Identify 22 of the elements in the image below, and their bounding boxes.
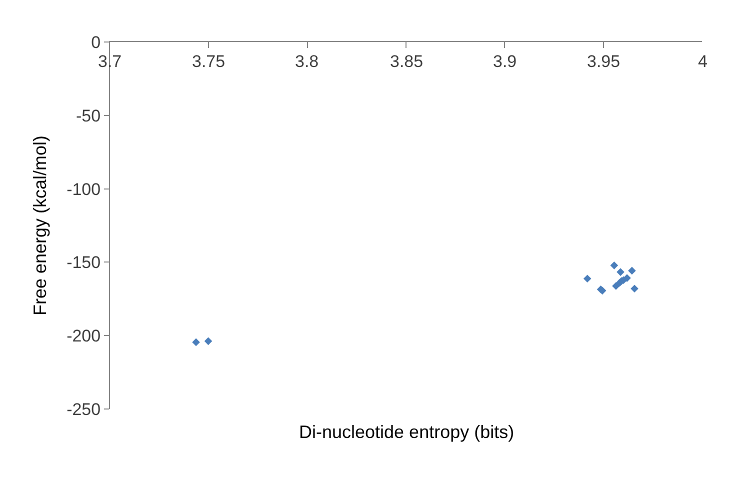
y-tick-label: -150	[66, 253, 101, 272]
x-tick-label: 3.75	[192, 52, 226, 71]
x-tick-label: 3.9	[493, 52, 517, 71]
x-tick-label: 3.85	[390, 52, 424, 71]
y-tick-label: -200	[66, 326, 101, 346]
y-tick-label: 0	[91, 32, 101, 52]
x-tick-label: 3.95	[587, 52, 620, 71]
point	[583, 274, 592, 283]
point	[204, 337, 212, 346]
x-tick-label: 4	[698, 52, 708, 71]
y-axis-title: Free energy (kcal/mol)	[30, 135, 50, 316]
x-tick-label: 3.8	[295, 52, 319, 71]
point	[616, 268, 624, 276]
point	[192, 338, 200, 346]
x-axis-title: Di-nucleotide entropy (bits)	[299, 422, 514, 442]
point	[610, 262, 618, 270]
y-tick-label: -100	[66, 180, 101, 199]
point	[630, 284, 638, 293]
point	[623, 274, 631, 282]
y-tick-label: -50	[76, 106, 101, 126]
y-tick-label: -250	[66, 400, 101, 419]
point	[628, 266, 636, 275]
